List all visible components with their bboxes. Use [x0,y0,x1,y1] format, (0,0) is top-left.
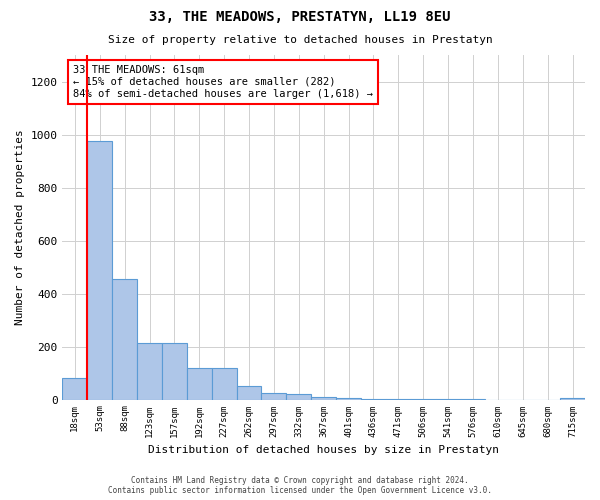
Bar [262,393,286,400]
Bar [236,386,262,400]
Y-axis label: Number of detached properties: Number of detached properties [15,130,25,325]
Bar [88,141,112,400]
Text: Size of property relative to detached houses in Prestatyn: Size of property relative to detached ho… [107,35,493,45]
Text: Contains HM Land Registry data © Crown copyright and database right 2024.
Contai: Contains HM Land Registry data © Crown c… [108,476,492,495]
Bar [286,394,311,400]
Bar [212,368,236,400]
Bar [411,399,436,400]
Bar [187,368,212,400]
Bar [137,342,162,400]
Text: 33, THE MEADOWS, PRESTATYN, LL19 8EU: 33, THE MEADOWS, PRESTATYN, LL19 8EU [149,10,451,24]
Bar [311,397,336,400]
Bar [62,378,88,400]
Bar [162,342,187,400]
Bar [560,398,585,400]
Bar [386,399,411,400]
X-axis label: Distribution of detached houses by size in Prestatyn: Distribution of detached houses by size … [148,445,499,455]
Bar [336,398,361,400]
Bar [112,279,137,400]
Bar [361,399,386,400]
Text: 33 THE MEADOWS: 61sqm
← 15% of detached houses are smaller (282)
84% of semi-det: 33 THE MEADOWS: 61sqm ← 15% of detached … [73,66,373,98]
